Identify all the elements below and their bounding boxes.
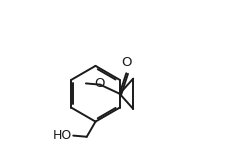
Text: HO: HO — [53, 129, 73, 142]
Text: O: O — [121, 56, 132, 69]
Text: O: O — [94, 77, 105, 90]
